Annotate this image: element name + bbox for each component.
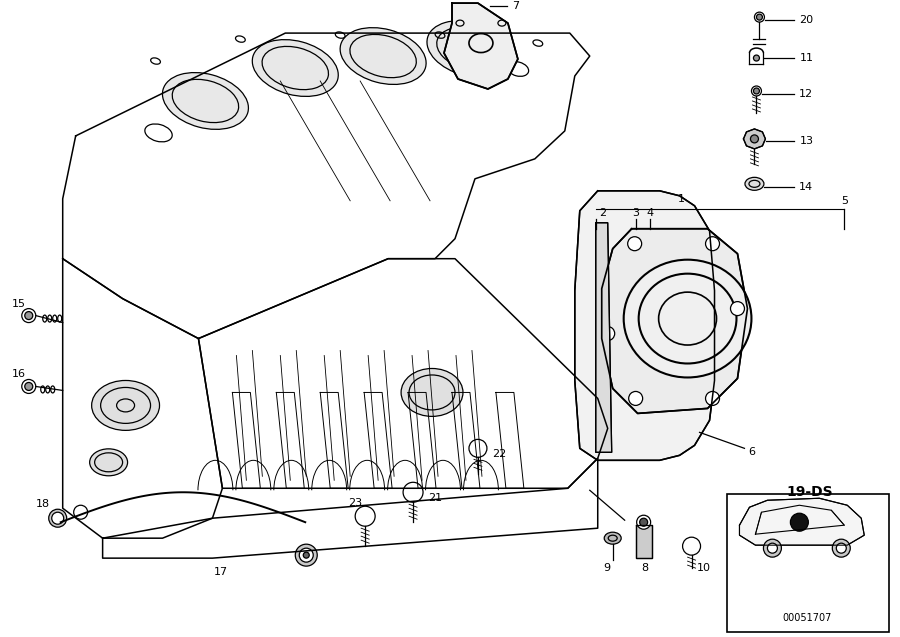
Circle shape xyxy=(74,505,87,519)
Polygon shape xyxy=(596,223,612,452)
Text: 19-DS: 19-DS xyxy=(786,485,833,499)
Ellipse shape xyxy=(252,39,338,96)
Circle shape xyxy=(686,540,698,552)
Circle shape xyxy=(756,14,762,20)
Circle shape xyxy=(768,543,778,553)
Polygon shape xyxy=(635,525,652,558)
Circle shape xyxy=(629,392,643,405)
Text: 23: 23 xyxy=(348,498,362,508)
Circle shape xyxy=(356,506,375,526)
Circle shape xyxy=(76,507,86,517)
Ellipse shape xyxy=(745,177,764,190)
Text: 17: 17 xyxy=(213,567,228,577)
Ellipse shape xyxy=(624,260,752,378)
Text: 22: 22 xyxy=(492,449,506,459)
Polygon shape xyxy=(575,191,715,461)
Circle shape xyxy=(469,440,487,457)
Ellipse shape xyxy=(90,449,128,476)
Circle shape xyxy=(630,239,640,248)
Circle shape xyxy=(406,485,420,499)
Text: 14: 14 xyxy=(799,182,814,192)
Circle shape xyxy=(358,509,372,523)
Circle shape xyxy=(603,329,613,338)
Ellipse shape xyxy=(401,368,463,417)
Circle shape xyxy=(472,442,484,454)
Text: 5: 5 xyxy=(841,196,848,206)
Circle shape xyxy=(631,394,641,403)
Ellipse shape xyxy=(427,20,513,78)
Polygon shape xyxy=(740,498,864,545)
Text: 18: 18 xyxy=(36,499,50,509)
Text: 11: 11 xyxy=(799,53,814,63)
Polygon shape xyxy=(743,129,765,149)
Circle shape xyxy=(49,509,67,527)
Circle shape xyxy=(707,239,717,248)
Text: 1: 1 xyxy=(678,194,685,204)
Circle shape xyxy=(22,380,36,394)
Circle shape xyxy=(753,55,760,61)
Circle shape xyxy=(707,394,717,403)
Circle shape xyxy=(753,88,760,94)
Circle shape xyxy=(51,512,64,524)
Text: 16: 16 xyxy=(12,369,26,380)
Text: 4: 4 xyxy=(646,208,653,218)
Circle shape xyxy=(627,237,642,251)
Circle shape xyxy=(832,539,850,557)
Text: 8: 8 xyxy=(641,563,648,573)
Ellipse shape xyxy=(604,532,621,544)
Circle shape xyxy=(682,537,700,555)
Circle shape xyxy=(22,308,36,322)
Text: 15: 15 xyxy=(12,299,26,308)
Circle shape xyxy=(706,237,719,251)
Circle shape xyxy=(403,482,423,502)
Circle shape xyxy=(636,515,651,529)
Text: 9: 9 xyxy=(603,563,610,573)
Polygon shape xyxy=(444,3,518,89)
Circle shape xyxy=(706,392,719,405)
Polygon shape xyxy=(602,229,748,413)
Circle shape xyxy=(640,519,648,526)
Text: 20: 20 xyxy=(799,15,814,25)
Text: 7: 7 xyxy=(512,1,519,11)
Circle shape xyxy=(763,539,781,557)
Circle shape xyxy=(731,301,744,315)
Circle shape xyxy=(295,544,317,566)
Text: 6: 6 xyxy=(748,447,755,457)
Circle shape xyxy=(752,86,761,96)
Circle shape xyxy=(25,311,32,320)
Ellipse shape xyxy=(92,380,159,431)
Text: 2: 2 xyxy=(599,208,607,218)
Text: 13: 13 xyxy=(799,136,814,146)
Text: 00051707: 00051707 xyxy=(783,613,832,623)
Circle shape xyxy=(836,543,846,553)
Circle shape xyxy=(790,513,808,531)
Text: 12: 12 xyxy=(799,89,814,99)
Text: 21: 21 xyxy=(428,493,442,503)
Bar xyxy=(727,494,889,632)
Circle shape xyxy=(25,382,32,390)
Circle shape xyxy=(303,552,310,558)
Ellipse shape xyxy=(162,73,248,129)
Circle shape xyxy=(300,548,313,562)
Ellipse shape xyxy=(340,27,426,85)
Text: 10: 10 xyxy=(697,563,711,573)
Text: 3: 3 xyxy=(632,208,639,218)
Circle shape xyxy=(754,12,764,22)
Circle shape xyxy=(600,327,615,341)
Circle shape xyxy=(733,304,742,313)
Circle shape xyxy=(751,135,759,143)
